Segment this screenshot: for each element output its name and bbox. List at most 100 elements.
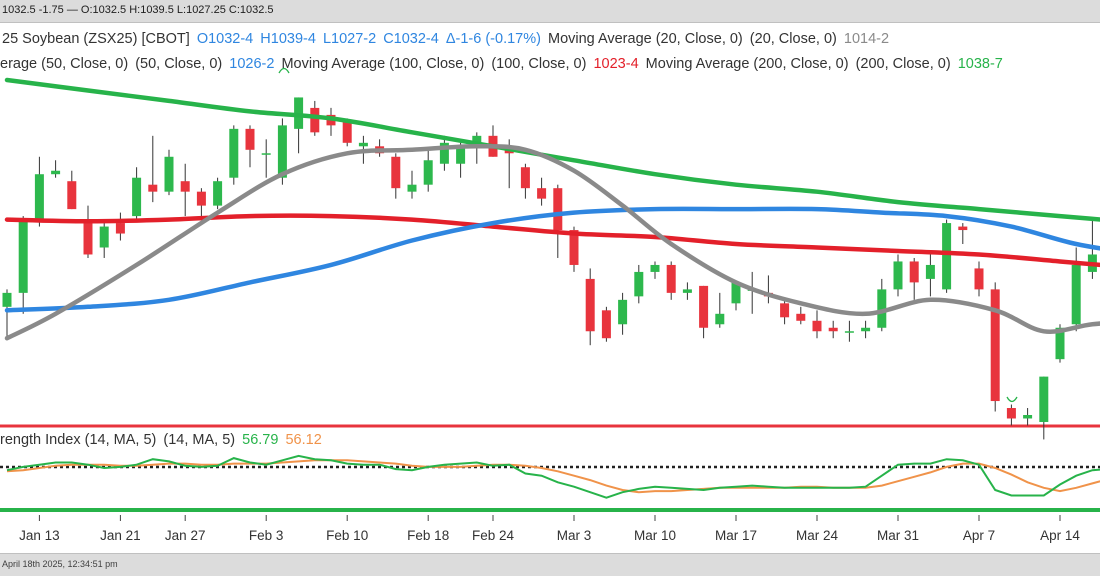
candle-body bbox=[3, 293, 12, 307]
legend-ma200-label: Moving Average (200, Close, 0) bbox=[646, 56, 849, 72]
candle bbox=[667, 261, 676, 299]
candle-body bbox=[796, 314, 805, 321]
candle bbox=[975, 261, 984, 296]
candle-body bbox=[1072, 265, 1081, 324]
candle-body bbox=[343, 122, 352, 143]
candle-body bbox=[213, 181, 222, 205]
candle-body bbox=[84, 220, 93, 255]
candle bbox=[926, 251, 935, 296]
candle bbox=[116, 213, 125, 241]
candle bbox=[3, 289, 12, 338]
legend-ma50-label: erage (50, Close, 0) bbox=[0, 56, 128, 72]
candle-body bbox=[942, 223, 951, 289]
candle-body bbox=[262, 153, 271, 155]
candle bbox=[553, 185, 562, 258]
legend-ma50-params: (50, Close, 0) bbox=[135, 56, 222, 72]
candle bbox=[1023, 408, 1032, 425]
candle-body bbox=[197, 192, 206, 206]
candle-body bbox=[861, 328, 870, 331]
candle bbox=[732, 282, 741, 310]
ma-legend: erage (50, Close, 0) (50, Close, 0) 1026… bbox=[0, 56, 1006, 72]
candle-body bbox=[181, 181, 190, 191]
candle-body bbox=[780, 303, 789, 317]
rsi-line bbox=[7, 456, 1100, 498]
footer-bar: April 18th 2025, 12:34:51 pm bbox=[0, 553, 1100, 576]
candle-body bbox=[683, 289, 692, 292]
candle-body bbox=[1007, 408, 1016, 418]
candle bbox=[229, 125, 238, 184]
candle-body bbox=[602, 310, 611, 338]
legend-symbol: 25 Soybean (ZSX25) [CBOT] bbox=[2, 31, 190, 47]
candle bbox=[748, 272, 757, 314]
candle bbox=[877, 279, 886, 331]
candle-body bbox=[424, 160, 433, 184]
candle bbox=[132, 167, 141, 219]
x-tick-label: Mar 3 bbox=[557, 528, 592, 543]
legend-low: L1027-2 bbox=[323, 31, 376, 47]
candle-body bbox=[521, 167, 530, 188]
legend-ma50-value: 1026-2 bbox=[229, 56, 274, 72]
candle bbox=[213, 178, 222, 209]
candle-body bbox=[910, 261, 919, 282]
candle-body bbox=[845, 331, 854, 333]
candles-group bbox=[3, 97, 1100, 439]
candle-body bbox=[391, 157, 400, 188]
legend-ma100-label: Moving Average (100, Close, 0) bbox=[281, 56, 484, 72]
x-tick-label: Mar 17 bbox=[715, 528, 757, 543]
candle-body bbox=[35, 174, 44, 219]
candle bbox=[1007, 405, 1016, 426]
x-tick-label: Apr 7 bbox=[963, 528, 995, 543]
legend-change: Δ-1-6 (-0.17%) bbox=[446, 31, 541, 47]
candle bbox=[683, 282, 692, 299]
candle-body bbox=[116, 223, 125, 233]
candle bbox=[618, 293, 627, 335]
candle bbox=[67, 171, 76, 209]
candle bbox=[1039, 377, 1048, 440]
candle bbox=[586, 268, 595, 345]
legend-ma20-params: (20, Close, 0) bbox=[750, 31, 837, 47]
candle bbox=[100, 220, 109, 258]
candle-body bbox=[408, 185, 417, 192]
x-tick-label: Feb 18 bbox=[407, 528, 449, 543]
x-tick-label: Mar 24 bbox=[796, 528, 839, 543]
candle-body bbox=[1039, 377, 1048, 422]
candle bbox=[942, 220, 951, 293]
legend-close: C1032-4 bbox=[383, 31, 439, 47]
candle bbox=[84, 206, 93, 258]
rsi-group bbox=[7, 456, 1100, 498]
candle bbox=[651, 261, 660, 278]
x-tick-label: Jan 27 bbox=[165, 528, 206, 543]
candle-body bbox=[1023, 415, 1032, 418]
x-tick-label: Feb 3 bbox=[249, 528, 284, 543]
candle bbox=[408, 171, 417, 199]
rsi-legend-label: rength Index (14, MA, 5) bbox=[0, 432, 156, 448]
candle-body bbox=[19, 220, 28, 293]
candle-body bbox=[229, 129, 238, 178]
candle bbox=[845, 321, 854, 342]
candle bbox=[148, 136, 157, 202]
candle bbox=[35, 157, 44, 227]
candle bbox=[294, 97, 303, 153]
candle-body bbox=[991, 289, 1000, 401]
candle-body bbox=[51, 171, 60, 174]
candle-body bbox=[537, 188, 546, 198]
candle bbox=[521, 164, 530, 199]
candle bbox=[391, 153, 400, 198]
legend-ma200-value: 1038-7 bbox=[958, 56, 1003, 72]
candle-body bbox=[813, 321, 822, 331]
legend-ma20-value: 1014-2 bbox=[844, 31, 889, 47]
candle-body bbox=[246, 129, 255, 150]
candle bbox=[181, 164, 190, 216]
candle bbox=[699, 286, 708, 338]
candle bbox=[894, 254, 903, 296]
candle bbox=[327, 108, 336, 136]
rsi-legend-ma-value: 56.12 bbox=[285, 432, 321, 448]
x-tick-label: Mar 31 bbox=[877, 528, 919, 543]
legend-ma100-value: 1023-4 bbox=[593, 56, 638, 72]
candle bbox=[246, 125, 255, 167]
candle bbox=[958, 223, 967, 244]
low-marker-icon bbox=[1007, 397, 1017, 402]
